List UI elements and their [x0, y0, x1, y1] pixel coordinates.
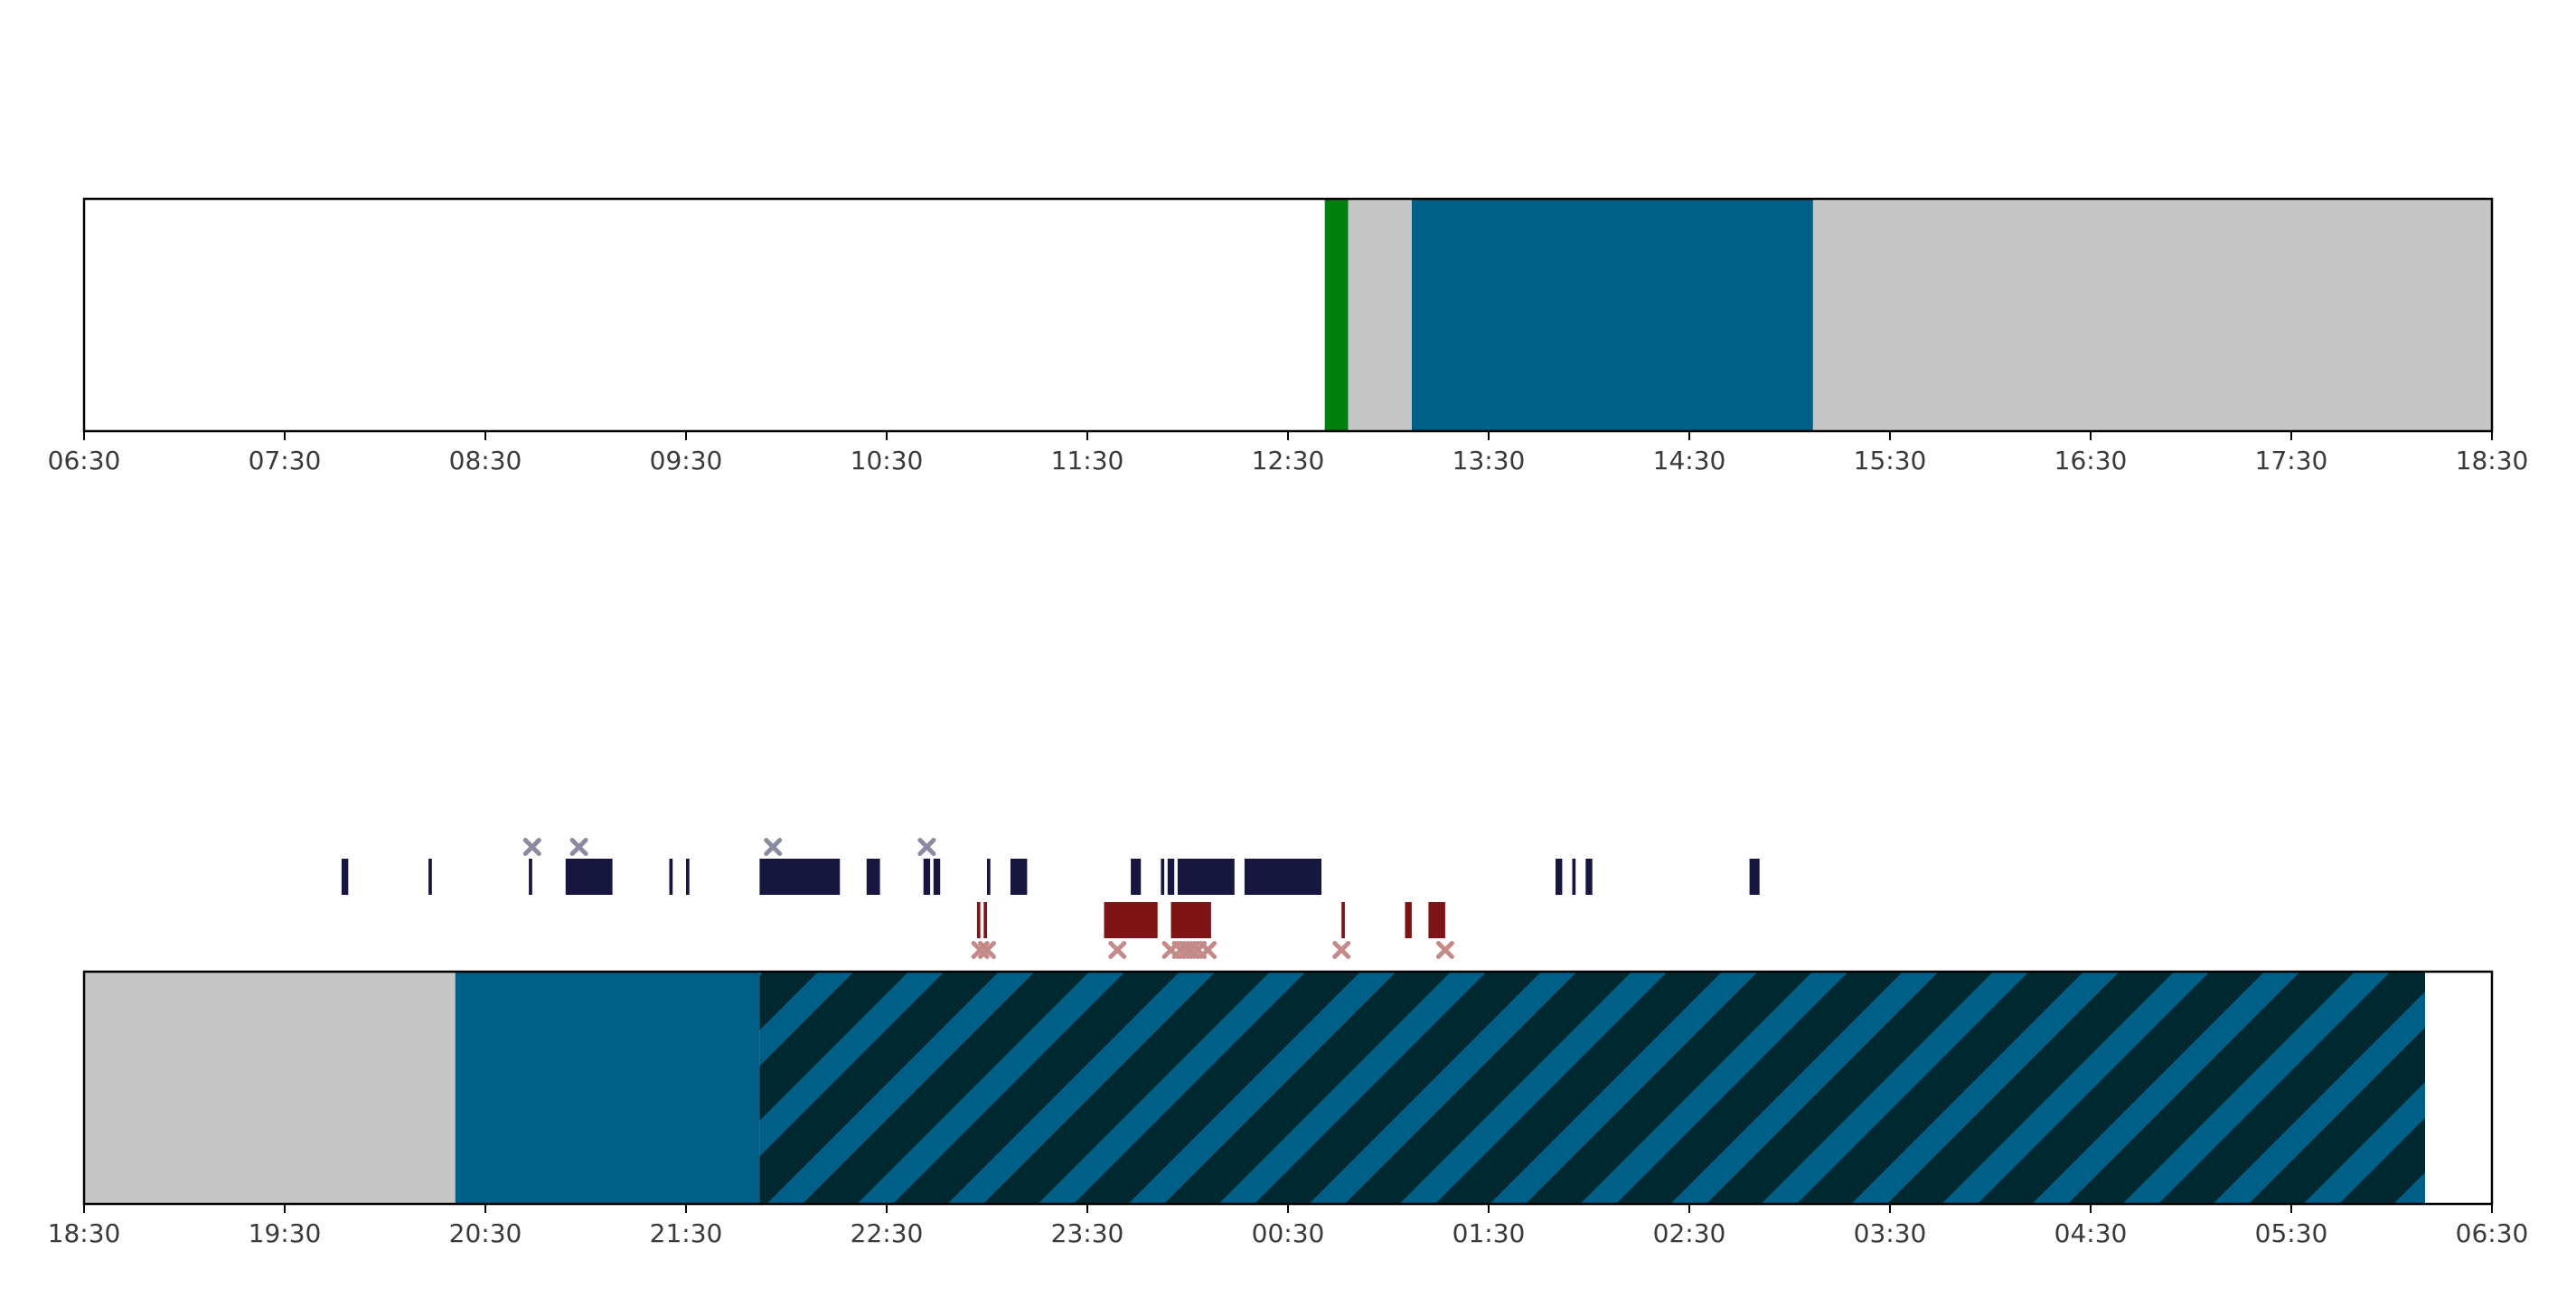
upper-event-marker [522, 838, 541, 856]
day-timeline-panel: 06:30 07:30 08:30 09:30 10:30 11:30 12:30 13:30… [48, 197, 2529, 475]
x-tick-label: 21:30 [650, 1218, 723, 1248]
x-tick-label: 16:30 [2054, 446, 2128, 475]
upper-event-bar [565, 859, 613, 895]
lower-event-bar [1428, 902, 1445, 938]
upper-event-marker [569, 838, 588, 856]
lower-event-bar [976, 902, 981, 938]
segment-green [1324, 199, 1349, 431]
lower-event-bar [1341, 902, 1345, 938]
upper-event-bar [1572, 859, 1576, 895]
upper-event-bar [686, 859, 690, 895]
upper-event-bar [1749, 859, 1760, 895]
upper-event-bar [987, 859, 991, 895]
x-tick-label: 05:30 [2255, 1218, 2328, 1248]
lower-event-bar [1170, 902, 1211, 938]
x-tick-label: 18:30 [2456, 446, 2529, 475]
x-tick-label: 07:30 [249, 446, 322, 475]
x-tick-label: 13:30 [1453, 446, 1526, 475]
lower-event-marker [1108, 941, 1127, 959]
upper-event-bar [1161, 859, 1165, 895]
x-tick-label: 20:30 [449, 1218, 522, 1248]
x-tick-label: 09:30 [650, 446, 723, 475]
upper-event-bar [866, 859, 880, 895]
lower-event-bar [1405, 902, 1412, 938]
upper-event-bar [1177, 859, 1235, 895]
x-tick-label: 19:30 [249, 1218, 322, 1248]
x-tick-label: 02:30 [1653, 1218, 1726, 1248]
upper-event-bar [1585, 859, 1593, 895]
lower-event-bar [983, 902, 987, 938]
x-tick-label: 06:30 [48, 446, 121, 475]
upper-event-bar [933, 859, 941, 895]
x-tick-label: 22:30 [851, 1218, 924, 1248]
segment-gray [1348, 199, 1412, 431]
upper-event-bar [1131, 859, 1142, 895]
upper-event-bar [529, 859, 532, 895]
x-tick-label: 17:30 [2255, 446, 2328, 475]
upper-event-bar [669, 859, 673, 895]
lower-event-bar [1104, 902, 1158, 938]
x-tick-label: 08:30 [449, 446, 522, 475]
x-tick-label: 15:30 [1854, 446, 1927, 475]
upper-event-marker [764, 838, 783, 856]
upper-event-bar [428, 859, 432, 895]
x-tick-label: 03:30 [1854, 1218, 1927, 1248]
x-tick-label: 00:30 [1252, 1218, 1325, 1248]
upper-event-marker [917, 838, 936, 856]
x-tick-label: 12:30 [1252, 446, 1325, 475]
x-tick-label: 10:30 [851, 446, 924, 475]
x-tick-label: 01:30 [1453, 1218, 1526, 1248]
upper-event-bar [923, 859, 931, 895]
segment-gray [1812, 199, 2492, 431]
lower-event-marker [1435, 941, 1454, 959]
x-tick-label: 11:30 [1051, 446, 1124, 475]
x-tick-label: 18:30 [48, 1218, 121, 1248]
upper-event-bar [1244, 859, 1321, 895]
segment-hatched [759, 972, 2425, 1204]
x-tick-label: 23:30 [1051, 1218, 1124, 1248]
segment-blue [1411, 199, 1813, 431]
upper-event-bar [1556, 859, 1563, 895]
upper-event-bar [341, 859, 349, 895]
lower-event-marker [1199, 941, 1217, 959]
x-tick-label: 04:30 [2054, 1218, 2128, 1248]
segment-gray [84, 972, 456, 1204]
x-tick-label: 06:30 [2456, 1218, 2529, 1248]
lower-event-marker [1332, 941, 1351, 959]
night-timeline-panel: 18:30 19:30 20:30 21:30 22:30 23:30 00:30 01:30… [48, 838, 2529, 1248]
upper-event-bar [1167, 859, 1175, 895]
upper-event-bar [1010, 859, 1028, 895]
segment-blue [455, 972, 760, 1204]
x-tick-label: 14:30 [1653, 446, 1726, 475]
lower-event-marker [978, 941, 996, 959]
upper-event-bar [759, 859, 841, 895]
